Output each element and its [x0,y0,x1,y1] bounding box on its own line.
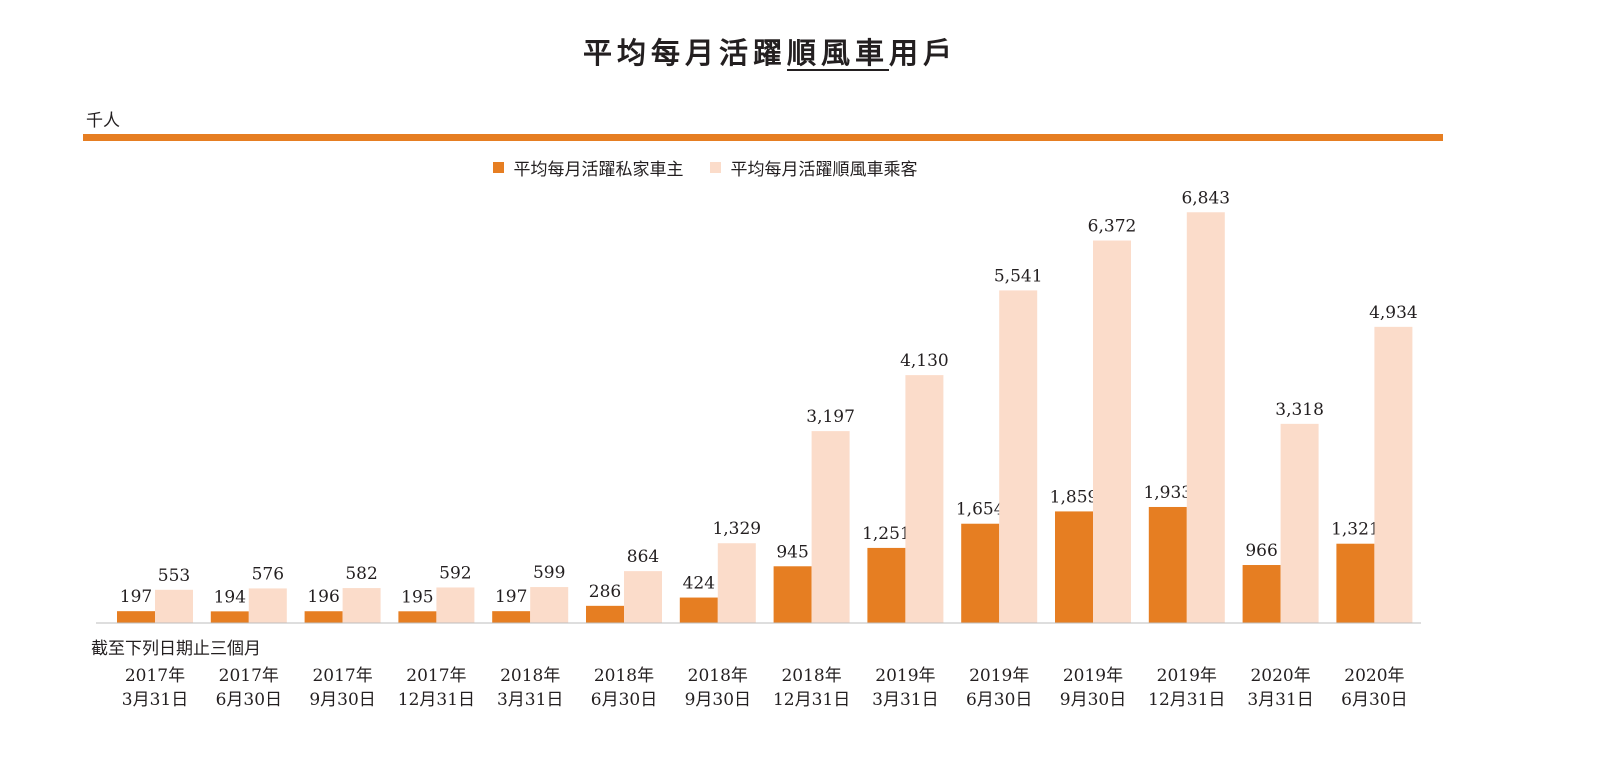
legend-item-driver: 平均每月活躍私家車主 [492,155,684,180]
x-tick-year-10: 2019年 [1063,666,1123,686]
data-label-passenger-0: 553 [158,566,190,586]
x-tick-year-12: 2020年 [1250,666,1310,686]
data-label-driver-7: 945 [776,542,808,562]
x-tick-date-8: 3月31日 [872,690,938,710]
data-label-driver-6: 424 [683,574,715,594]
x-tick-date-7: 12月31日 [773,690,850,710]
data-label-driver-9: 1,654 [956,500,1005,520]
bar-passenger-2 [342,588,381,623]
x-tick-date-4: 3月31日 [497,690,563,710]
bar-driver-11 [1148,506,1187,623]
x-tick-year-13: 2020年 [1344,666,1404,686]
data-label-passenger-13: 4,934 [1369,303,1418,323]
legend-swatch-passenger [709,162,721,173]
bar-driver-7 [773,566,812,623]
x-tick-year-8: 2019年 [875,666,935,686]
data-label-passenger-8: 4,130 [900,351,949,371]
x-tick-date-1: 6月30日 [216,690,282,710]
chart-title: 平均每月活躍順風車用戶 [0,30,1540,72]
bar-driver-3 [398,611,437,623]
x-tick-year-2: 2017年 [312,666,372,686]
legend-swatch-driver [492,162,504,173]
bar-passenger-1 [248,588,287,623]
data-label-driver-10: 1,859 [1050,487,1099,507]
bar-driver-0 [117,611,155,623]
x-tick-year-6: 2018年 [688,666,748,686]
x-axis-title: 截至下列日期止三個月 [91,639,261,659]
x-tick-date-6: 9月30日 [685,690,751,710]
data-label-driver-1: 194 [214,587,246,607]
bar-driver-12 [1242,565,1281,623]
bar-driver-6 [679,597,718,623]
bar-passenger-5 [624,571,662,623]
x-tick-date-10: 9月30日 [1060,690,1126,710]
x-tick-date-2: 9月30日 [309,690,375,710]
x-tick-year-11: 2019年 [1157,666,1217,686]
bar-driver-1 [210,611,249,623]
x-tick-year-3: 2017年 [406,666,466,686]
data-label-driver-2: 196 [307,587,339,607]
data-label-driver-8: 1,251 [862,524,911,544]
data-label-passenger-6: 1,329 [712,519,761,539]
bar-passenger-13 [1374,326,1413,623]
x-tick-year-7: 2018年 [781,666,841,686]
title-part-1: 平均每月活躍 [582,36,787,70]
bar-passenger-9 [999,290,1038,623]
bar-passenger-3 [436,587,475,623]
data-label-passenger-12: 3,318 [1275,400,1324,420]
x-tick-date-12: 3月31日 [1247,690,1313,710]
legend-item-passenger: 平均每月活躍順風車乘客 [709,155,918,180]
bar-passenger-10 [1093,240,1131,624]
x-tick-date-13: 6月30日 [1341,690,1407,710]
x-tick-year-0: 2017年 [125,666,185,686]
data-label-driver-3: 195 [401,587,433,607]
data-label-driver-4: 197 [495,587,527,607]
data-label-driver-5: 286 [589,582,621,602]
data-label-driver-12: 966 [1245,541,1277,561]
bar-driver-9 [961,523,1000,623]
x-tick-date-0: 3月31日 [122,690,188,710]
unit-label: 千人 [86,111,120,131]
x-tick-date-3: 12月31日 [398,690,475,710]
bar-passenger-6 [717,543,756,623]
title-part-2: 用戶 [889,36,958,70]
x-tick-date-11: 12月31日 [1148,690,1225,710]
bar-passenger-8 [905,375,944,623]
header-rule [83,134,1443,141]
bar-passenger-4 [530,587,569,623]
bar-driver-4 [492,611,531,623]
bar-driver-5 [586,605,624,623]
data-label-passenger-3: 592 [439,563,471,583]
data-label-driver-0: 197 [120,587,152,607]
bar-passenger-11 [1186,212,1225,623]
data-label-passenger-4: 599 [533,563,565,583]
data-label-passenger-5: 864 [627,547,659,567]
bar-driver-8 [867,547,906,623]
title-underlined-part: 順風車 [786,36,889,70]
bar-driver-13 [1336,543,1375,623]
bar-driver-10 [1055,511,1093,623]
data-label-driver-11: 1,933 [1143,483,1192,503]
bar-driver-2 [304,611,343,623]
legend-label-passenger: 平均每月活躍順風車乘客 [730,160,918,180]
data-label-passenger-11: 6,843 [1181,188,1230,208]
x-tick-date-5: 6月30日 [591,690,657,710]
legend-label-driver: 平均每月活躍私家車主 [513,160,684,180]
data-label-passenger-10: 6,372 [1088,217,1137,237]
legend: 平均每月活躍私家車主 平均每月活躍順風車乘客 [0,155,1410,180]
bar-passenger-0 [155,589,193,623]
x-tick-year-1: 2017年 [219,666,279,686]
data-label-passenger-7: 3,197 [806,407,855,427]
x-tick-date-9: 6月30日 [966,690,1032,710]
data-label-passenger-1: 576 [252,564,284,584]
x-tick-year-4: 2018年 [500,666,560,686]
x-tick-year-5: 2018年 [594,666,654,686]
bar-passenger-7 [811,431,850,623]
data-label-driver-13: 1,321 [1331,520,1380,540]
data-label-passenger-2: 582 [345,564,377,584]
bar-passenger-12 [1280,423,1319,623]
data-label-passenger-9: 5,541 [994,266,1043,286]
x-tick-year-9: 2019年 [969,666,1029,686]
